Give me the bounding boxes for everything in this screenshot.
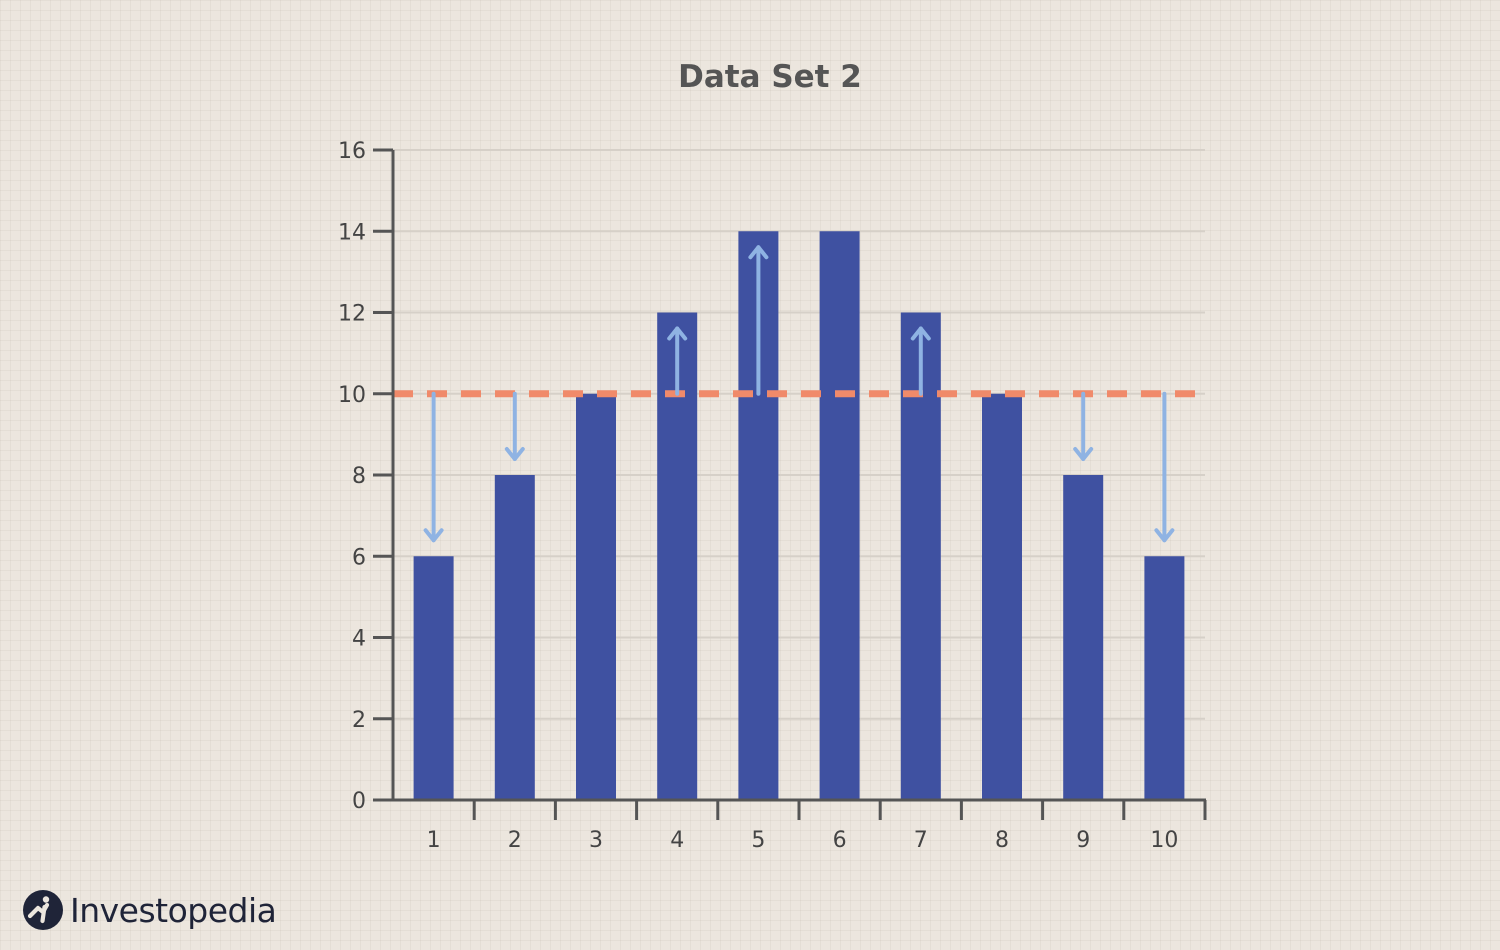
x-tick-label: 1 xyxy=(427,828,441,853)
arrow-head xyxy=(910,326,931,341)
arrow-head xyxy=(1073,447,1094,461)
y-tick-label: 16 xyxy=(338,139,366,164)
arrow-head xyxy=(667,326,688,341)
y-tick-label: 12 xyxy=(338,302,366,327)
deviation-arrow xyxy=(504,391,525,461)
bar xyxy=(1063,475,1104,800)
x-tick-label: 7 xyxy=(914,828,928,853)
y-tick-labels: 0 2 4 6 8 10 12 14 16 xyxy=(338,139,366,814)
x-tick-label: 3 xyxy=(589,828,603,853)
x-tick-label: 6 xyxy=(833,828,847,853)
y-tick-label: 6 xyxy=(352,545,366,570)
bars xyxy=(413,231,1185,800)
investopedia-logo-icon xyxy=(23,890,63,930)
axes xyxy=(373,148,1207,820)
deviation-arrow xyxy=(1073,391,1094,461)
y-tick-label: 4 xyxy=(352,627,366,652)
x-tick-label: 4 xyxy=(670,828,684,853)
x-tick-label: 8 xyxy=(995,828,1009,853)
x-tick-label: 2 xyxy=(508,828,522,853)
y-tick-label: 8 xyxy=(352,464,366,489)
x-tick-label: 9 xyxy=(1076,828,1090,853)
deviation-arrow xyxy=(910,326,931,396)
investopedia-logo: Investopedia xyxy=(22,885,277,935)
y-tick-label: 14 xyxy=(338,220,366,245)
arrow-head xyxy=(423,528,444,543)
deviation-arrows xyxy=(423,245,1175,543)
logo-wordmark: Investopedia xyxy=(70,890,277,930)
deviation-arrow xyxy=(1154,391,1175,543)
bar xyxy=(982,393,1022,800)
arrow-head xyxy=(748,245,769,260)
bar xyxy=(819,231,860,800)
x-tick-label: 5 xyxy=(751,828,765,853)
arrow-head xyxy=(504,447,525,461)
y-tick-label: 2 xyxy=(352,708,366,733)
bar xyxy=(576,393,616,800)
bar xyxy=(494,475,535,800)
x-tick-label: 10 xyxy=(1150,828,1178,853)
y-tick-label: 0 xyxy=(352,789,366,814)
arrow-head xyxy=(1154,528,1175,543)
bar xyxy=(413,556,454,800)
deviation-arrow xyxy=(667,326,688,396)
deviation-arrow xyxy=(748,245,769,396)
chart-title: Data Set 2 xyxy=(678,59,862,95)
x-tick-labels: 1 2 3 4 5 6 7 8 9 10 xyxy=(427,828,1179,853)
bar xyxy=(1144,556,1185,800)
y-tick-label: 10 xyxy=(338,383,366,408)
deviation-arrow xyxy=(423,391,444,543)
